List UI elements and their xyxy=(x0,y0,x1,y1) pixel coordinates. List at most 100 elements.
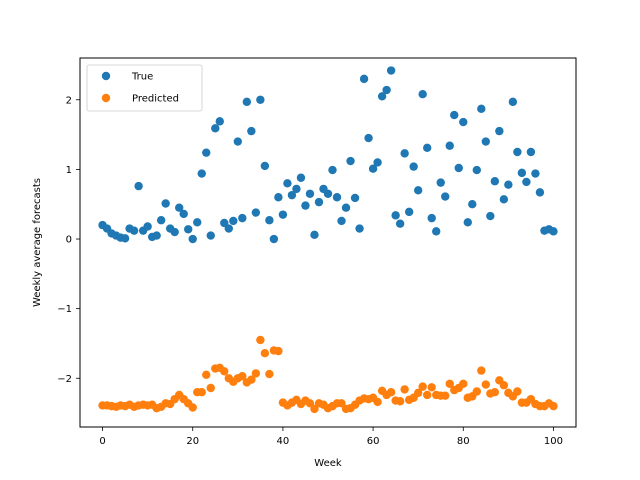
point-true xyxy=(368,164,378,173)
point-true xyxy=(432,227,441,236)
point-predicted xyxy=(247,375,256,384)
point-predicted xyxy=(445,379,454,389)
point-predicted xyxy=(400,385,409,394)
point-true xyxy=(427,213,436,223)
legend-label-true: True xyxy=(131,72,153,83)
point-true xyxy=(202,148,211,157)
legend-box xyxy=(86,64,203,112)
point-predicted xyxy=(413,388,423,398)
plot-frame xyxy=(79,57,577,428)
point-predicted xyxy=(256,335,265,345)
point-true xyxy=(359,74,369,84)
x-tick-label: 100 xyxy=(544,436,563,447)
point-predicted xyxy=(265,369,274,379)
point-true xyxy=(229,216,238,226)
point-true xyxy=(436,178,445,187)
point-true xyxy=(292,184,301,194)
point-true xyxy=(531,169,540,178)
point-true xyxy=(486,211,495,221)
y-tick-label: 0 xyxy=(66,235,72,246)
y-axis: −2 −1 0 1 2 xyxy=(57,95,80,385)
point-predicted xyxy=(423,390,432,400)
point-true xyxy=(517,168,527,178)
point-true xyxy=(454,163,463,173)
point-true xyxy=(337,216,346,226)
point-predicted xyxy=(251,369,261,378)
x-tick-label: 80 xyxy=(457,436,470,447)
point-predicted xyxy=(441,391,450,400)
point-predicted xyxy=(481,380,491,389)
point-predicted xyxy=(310,404,319,414)
x-tick-label: 60 xyxy=(367,436,380,447)
point-true xyxy=(463,218,472,227)
point-true xyxy=(413,186,423,195)
point-true xyxy=(499,195,509,204)
point-true xyxy=(247,126,256,136)
point-true xyxy=(395,219,405,228)
point-true xyxy=(468,200,477,209)
point-predicted xyxy=(373,397,382,407)
point-true xyxy=(481,137,491,146)
point-predicted xyxy=(427,383,436,392)
point-predicted xyxy=(260,349,270,358)
point-true xyxy=(283,179,292,188)
point-true xyxy=(323,189,333,198)
point-true xyxy=(211,124,220,133)
point-true xyxy=(233,137,243,146)
point-true xyxy=(355,224,364,233)
point-true xyxy=(504,180,513,189)
y-tick-label: 2 xyxy=(66,95,72,106)
point-true xyxy=(513,147,522,157)
point-true xyxy=(341,203,351,212)
point-true xyxy=(391,211,400,220)
point-predicted xyxy=(386,387,396,397)
point-true xyxy=(220,218,229,228)
point-predicted xyxy=(274,346,283,356)
point-true xyxy=(364,133,373,143)
y-tick-label: −1 xyxy=(57,304,72,315)
x-tick-label: 20 xyxy=(186,436,199,447)
point-true xyxy=(120,234,130,243)
point-true xyxy=(409,162,418,171)
point-true xyxy=(156,216,166,225)
legend-marker-true xyxy=(101,71,111,81)
point-true xyxy=(508,97,518,107)
legend-marker-predicted xyxy=(101,93,111,103)
point-true xyxy=(332,193,342,202)
point-true xyxy=(314,197,324,207)
point-predicted xyxy=(499,381,509,390)
point-true xyxy=(373,158,382,167)
point-predicted xyxy=(549,401,558,411)
point-true xyxy=(328,165,337,175)
point-true xyxy=(441,192,450,201)
point-true xyxy=(301,201,310,210)
point-true xyxy=(346,156,355,166)
point-true xyxy=(274,193,283,202)
point-true xyxy=(193,218,202,227)
point-true xyxy=(278,210,288,219)
point-predicted xyxy=(220,367,229,376)
point-true xyxy=(129,226,139,235)
point-true xyxy=(459,117,468,127)
point-predicted xyxy=(202,370,211,379)
data-points xyxy=(98,66,558,414)
y-axis-label: Weekly average forecasts xyxy=(32,178,43,307)
point-true xyxy=(310,230,319,240)
point-true xyxy=(287,190,297,200)
point-true xyxy=(242,97,252,107)
point-true xyxy=(197,169,206,178)
point-true xyxy=(170,227,179,237)
point-true xyxy=(134,181,143,191)
x-tick-label: 0 xyxy=(99,436,105,447)
y-tick-label: 1 xyxy=(66,165,72,176)
point-predicted xyxy=(472,387,481,396)
point-true xyxy=(423,143,432,153)
point-true xyxy=(522,177,531,187)
point-true xyxy=(296,173,306,182)
y-tick-label: −2 xyxy=(57,374,72,385)
point-true xyxy=(260,161,270,171)
point-true xyxy=(526,147,536,157)
point-true xyxy=(445,141,454,150)
point-true xyxy=(305,189,315,198)
